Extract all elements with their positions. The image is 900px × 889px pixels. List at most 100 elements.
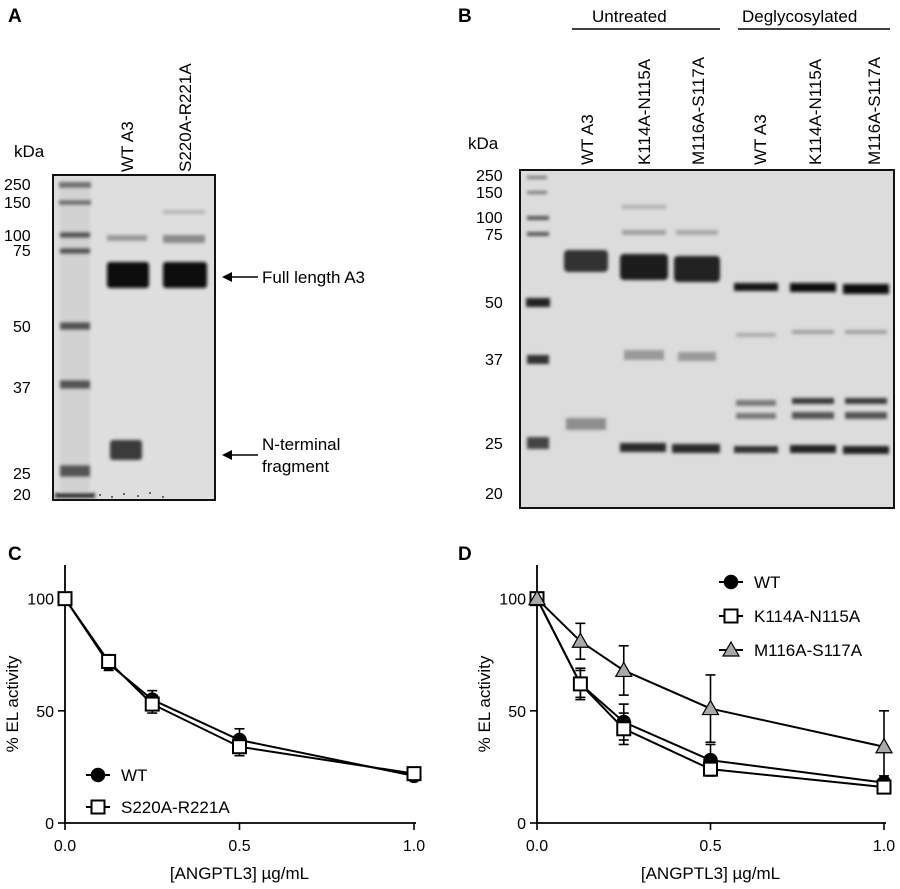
x-axis-label: [ANGPTL3] µg/mL — [170, 864, 309, 883]
group-label-deglycosylated: Deglycosylated — [742, 7, 857, 26]
series-markers-m116a-s117a — [527, 589, 894, 754]
panel-letter-c: C — [8, 544, 22, 565]
y-tick-label: 50 — [508, 704, 526, 721]
x-tick-label: 0.5 — [228, 838, 250, 855]
full-length-annotation: Full length A3 — [222, 268, 365, 287]
panel-a: A kDa WT A3 S220A-R221A 250 150 100 75 5… — [4, 6, 365, 504]
lane-label-s220a-r221a: S220A-R221A — [176, 63, 195, 172]
arrow-left-icon — [222, 450, 232, 460]
legend-marker — [723, 574, 739, 590]
marker-label-100: 100 — [476, 210, 503, 227]
gel-b — [519, 169, 895, 509]
chart-d: 0 50 100 0.0 0.5 1.0 [ANGPTL3] µg/mL % EL activ… — [475, 565, 895, 883]
x-axis-label: [ANGPTL3] µg/mL — [641, 864, 780, 883]
legend-marker — [721, 640, 741, 657]
kda-label-b: kDa — [468, 134, 499, 153]
marker-label-150: 150 — [4, 195, 31, 212]
data-point — [701, 699, 720, 716]
legend-marker — [90, 799, 106, 815]
y-tick-label: 100 — [499, 592, 526, 609]
gel-a — [52, 174, 216, 501]
data-point — [703, 761, 718, 777]
fragment-label: fragment — [262, 457, 329, 476]
legend-label: M116A-S117A — [754, 641, 863, 660]
data-point — [876, 779, 892, 795]
marker-label-25: 25 — [13, 466, 31, 483]
gel-b-lane-3 — [672, 230, 720, 453]
marker-label-25: 25 — [485, 436, 503, 453]
legend-marker — [723, 608, 739, 624]
legend: WT K114A-N115A M116A-S117A — [719, 573, 863, 660]
marker-label-50: 50 — [485, 295, 503, 312]
n-terminal-annotation: N-terminal fragment — [222, 435, 340, 476]
group-label-untreated: Untreated — [592, 7, 667, 26]
data-point — [571, 632, 590, 648]
marker-label-37: 37 — [485, 352, 503, 369]
data-point — [144, 696, 160, 712]
data-point — [232, 739, 247, 755]
y-tick-label: 100 — [27, 592, 54, 609]
n-terminal-label: N-terminal — [262, 435, 340, 454]
data-point — [406, 766, 422, 782]
marker-labels-a: 250 150 100 75 50 37 25 20 — [4, 177, 31, 504]
chart-c: 0 50 100 0.0 0.5 1.0 [ANGPTL3] µg/mL % EL activ… — [3, 565, 425, 883]
x-tick-label: 1.0 — [403, 838, 425, 855]
gel-b-lane-5 — [790, 283, 836, 453]
panel-letter-b: B — [458, 6, 472, 27]
legend-label: WT — [121, 766, 147, 785]
x-tick-label: 0.0 — [54, 838, 76, 855]
x-tick-label: 1.0 — [873, 838, 895, 855]
marker-label-37: 37 — [13, 380, 31, 397]
y-axis-label: % EL activity — [475, 655, 494, 752]
legend-label: WT — [754, 573, 780, 592]
lane-label-wt-a3: WT A3 — [118, 121, 137, 172]
data-point — [616, 721, 632, 737]
gel-b-ladder — [526, 176, 550, 449]
data-point — [874, 737, 894, 754]
y-tick-label: 50 — [36, 704, 54, 721]
gel-a-ladder — [55, 182, 95, 498]
marker-label-75: 75 — [485, 227, 503, 244]
lane-label-b-4: WT A3 — [751, 114, 770, 165]
marker-label-20: 20 — [485, 486, 503, 503]
x-tick-label: 0.5 — [699, 838, 721, 855]
panel-letter-d: D — [458, 544, 472, 565]
legend-marker — [90, 767, 106, 783]
gel-a-lane-mut — [163, 210, 207, 288]
lane-label-b-3: M116A-S117A — [689, 56, 708, 165]
data-point — [57, 591, 73, 607]
lane-label-b-6: M116A-S117A — [865, 56, 884, 165]
data-point — [101, 653, 117, 669]
gel-b-lane-2 — [620, 205, 668, 452]
marker-label-100: 100 — [4, 228, 31, 245]
kda-label-a: kDa — [14, 142, 45, 161]
legend-label: K114A-N115A — [754, 607, 861, 626]
gel-b-lane-4 — [734, 283, 778, 453]
lane-label-b-5: K114A-N115A — [806, 58, 825, 165]
lane-label-b-1: WT A3 — [578, 114, 597, 165]
full-length-label: Full length A3 — [262, 268, 365, 287]
panel-letter-a: A — [8, 6, 22, 27]
data-point — [572, 676, 588, 692]
marker-label-75: 75 — [13, 243, 31, 260]
series-markers-s220a-r221a — [57, 591, 422, 782]
data-point — [527, 589, 547, 606]
marker-label-150: 150 — [476, 185, 503, 202]
marker-label-250: 250 — [4, 177, 31, 194]
marker-label-50: 50 — [13, 319, 31, 336]
gel-a-speckles — [99, 492, 164, 498]
data-point — [614, 661, 633, 678]
legend-label: S220A-R221A — [121, 798, 230, 817]
marker-label-20: 20 — [13, 487, 31, 504]
gel-b-frame — [519, 169, 895, 509]
gel-b-lane-6 — [843, 284, 889, 454]
marker-labels-b: 250 150 100 75 50 37 25 20 — [476, 168, 503, 503]
arrow-left-icon — [222, 272, 232, 282]
legend: WT S220A-R221A — [86, 766, 230, 817]
x-tick-label: 0.0 — [526, 838, 548, 855]
gel-b-lane-1 — [564, 250, 608, 430]
y-tick-label: 0 — [517, 816, 526, 833]
panel-b: B Untreated Deglycosylated kDa WT A3 K11… — [458, 6, 895, 509]
y-axis-label: % EL activity — [3, 655, 22, 752]
